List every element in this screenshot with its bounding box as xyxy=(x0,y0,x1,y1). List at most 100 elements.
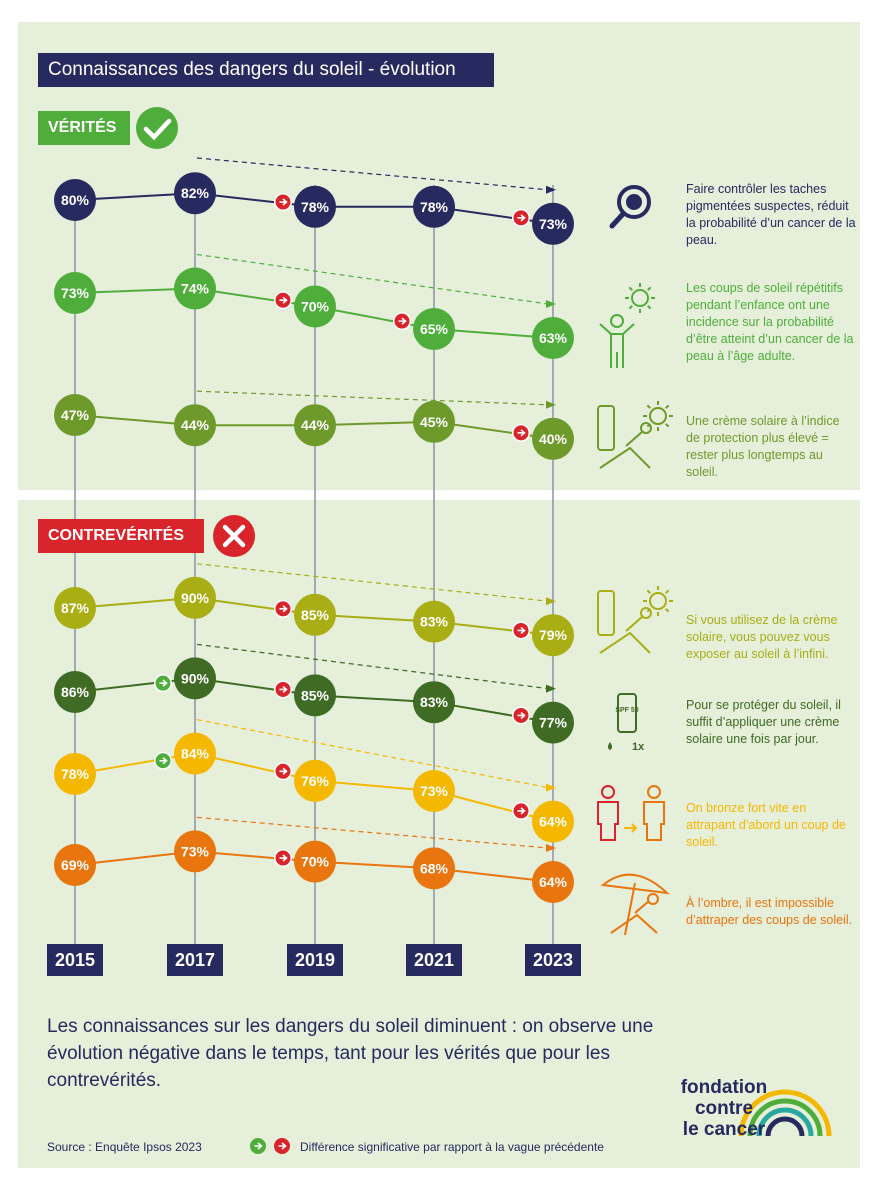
data-point xyxy=(413,770,455,812)
statement-6: On bronze fort vite en attrapant d’abord… xyxy=(686,801,846,849)
data-label: 86% xyxy=(61,684,90,700)
logo-text: fondation contre le cancer xyxy=(678,1077,770,1140)
data-label: 47% xyxy=(61,407,90,423)
data-label: 65% xyxy=(420,321,449,337)
sunscreen-lounger-icon xyxy=(597,586,673,654)
logo-arcs-icon xyxy=(738,1089,832,1137)
trend-arrowhead xyxy=(546,844,556,852)
data-label: 90% xyxy=(181,590,210,606)
trend-arrowhead xyxy=(546,185,556,194)
legend-note: Différence significative par rapport à l… xyxy=(300,1140,604,1154)
data-label: 40% xyxy=(539,431,568,447)
data-point xyxy=(174,172,216,215)
child-sun-icon xyxy=(599,283,655,368)
data-label: 74% xyxy=(181,281,210,297)
data-label: 63% xyxy=(539,330,568,346)
data-label: 45% xyxy=(420,414,449,430)
data-point xyxy=(174,576,216,619)
verites-label: VÉRITÉS xyxy=(38,111,130,145)
significant-down-icon xyxy=(512,208,530,227)
summary-text: Les connaissances sur les dangers du sol… xyxy=(47,1016,654,1091)
data-point xyxy=(294,285,336,328)
logo-line-3: le cancer xyxy=(682,1119,766,1140)
data-label: 64% xyxy=(539,874,568,890)
sunscreen-lounger-icon xyxy=(597,401,673,469)
data-label: 78% xyxy=(301,199,330,215)
data-label: 85% xyxy=(301,687,330,703)
data-point xyxy=(532,701,574,744)
data-label: 70% xyxy=(301,854,330,870)
chart-title: Connaissances des dangers du soleil - év… xyxy=(38,53,494,87)
trend-arrow xyxy=(196,816,549,849)
data-point xyxy=(54,753,96,795)
data-label: 78% xyxy=(61,766,90,782)
series-4: 87% 90% 85% 83% 79% xyxy=(54,563,574,657)
trend-arrow xyxy=(196,563,549,602)
significant-down-icon xyxy=(274,599,292,618)
trend-arrowhead xyxy=(546,400,556,409)
data-point xyxy=(532,861,574,903)
trend-arrowhead xyxy=(546,597,556,606)
data-point xyxy=(413,400,455,443)
trend-arrow xyxy=(196,719,549,789)
data-point xyxy=(54,844,96,886)
series-7: 69% 73% 70% 68% 64% xyxy=(54,816,574,903)
significant-down-icon xyxy=(274,291,292,310)
trend-arrow xyxy=(196,643,549,690)
trend-arrowhead xyxy=(546,684,556,693)
data-label: 82% xyxy=(181,185,210,201)
significant-down-icon xyxy=(512,706,530,725)
data-label: 44% xyxy=(181,417,210,433)
data-point xyxy=(174,732,216,775)
significant-up-icon xyxy=(154,751,172,770)
data-point xyxy=(174,657,216,700)
logo-line-2: contre xyxy=(694,1098,754,1119)
data-label: 76% xyxy=(301,773,330,789)
data-point xyxy=(294,674,336,717)
parasol-icon xyxy=(600,873,670,936)
significant-down-icon xyxy=(274,680,292,699)
data-point xyxy=(54,394,96,436)
trend-arrowhead xyxy=(546,300,556,308)
data-point xyxy=(174,830,216,873)
statement-1: Faire contrôler les taches pigmentées su… xyxy=(686,182,856,247)
series-3: 47% 44% 44% 45% 40% xyxy=(54,390,574,460)
data-label: 80% xyxy=(61,192,90,208)
data-point xyxy=(294,404,336,447)
data-point xyxy=(413,308,455,350)
year-label-2015: 2015 xyxy=(47,944,103,976)
data-label: 85% xyxy=(301,607,330,623)
data-label: 64% xyxy=(539,814,568,830)
data-point xyxy=(174,404,216,447)
data-point xyxy=(294,593,336,636)
data-point xyxy=(54,272,96,314)
year-label-2019: 2019 xyxy=(287,944,343,976)
data-point xyxy=(54,179,96,221)
data-label: 73% xyxy=(420,783,449,799)
statement-4: Si vous utilisez de la crème solaire, vo… xyxy=(686,613,838,661)
trend-arrow xyxy=(196,390,549,406)
data-point xyxy=(413,185,455,228)
legend-significant-down-icon xyxy=(274,1138,290,1154)
data-label: 73% xyxy=(61,285,90,301)
data-label: 90% xyxy=(181,670,210,686)
data-point xyxy=(294,759,336,802)
logo-line-1: fondation xyxy=(680,1077,768,1098)
data-point xyxy=(413,600,455,643)
significant-down-icon xyxy=(512,423,530,442)
sunburn-person-icon xyxy=(597,785,665,841)
series-6: 78% 84% 76% 73% 64% xyxy=(54,719,574,843)
data-label: 78% xyxy=(420,199,449,215)
source-text: Source : Enquête Ipsos 2023 xyxy=(47,1140,202,1154)
significant-down-icon xyxy=(393,312,411,331)
data-label: 73% xyxy=(539,216,568,232)
statement-5: Pour se protéger du soleil, il suffit d’… xyxy=(686,698,841,746)
series-5: 86% 90% 85% 83% 77% xyxy=(54,643,574,744)
significant-up-icon xyxy=(154,674,172,693)
data-point xyxy=(174,267,216,310)
trend-arrow xyxy=(196,157,549,191)
statement-2: Les coups de soleil répétitifs pendant l… xyxy=(686,281,854,363)
data-point xyxy=(532,202,574,245)
data-point xyxy=(413,681,455,724)
significant-down-icon xyxy=(512,801,530,820)
